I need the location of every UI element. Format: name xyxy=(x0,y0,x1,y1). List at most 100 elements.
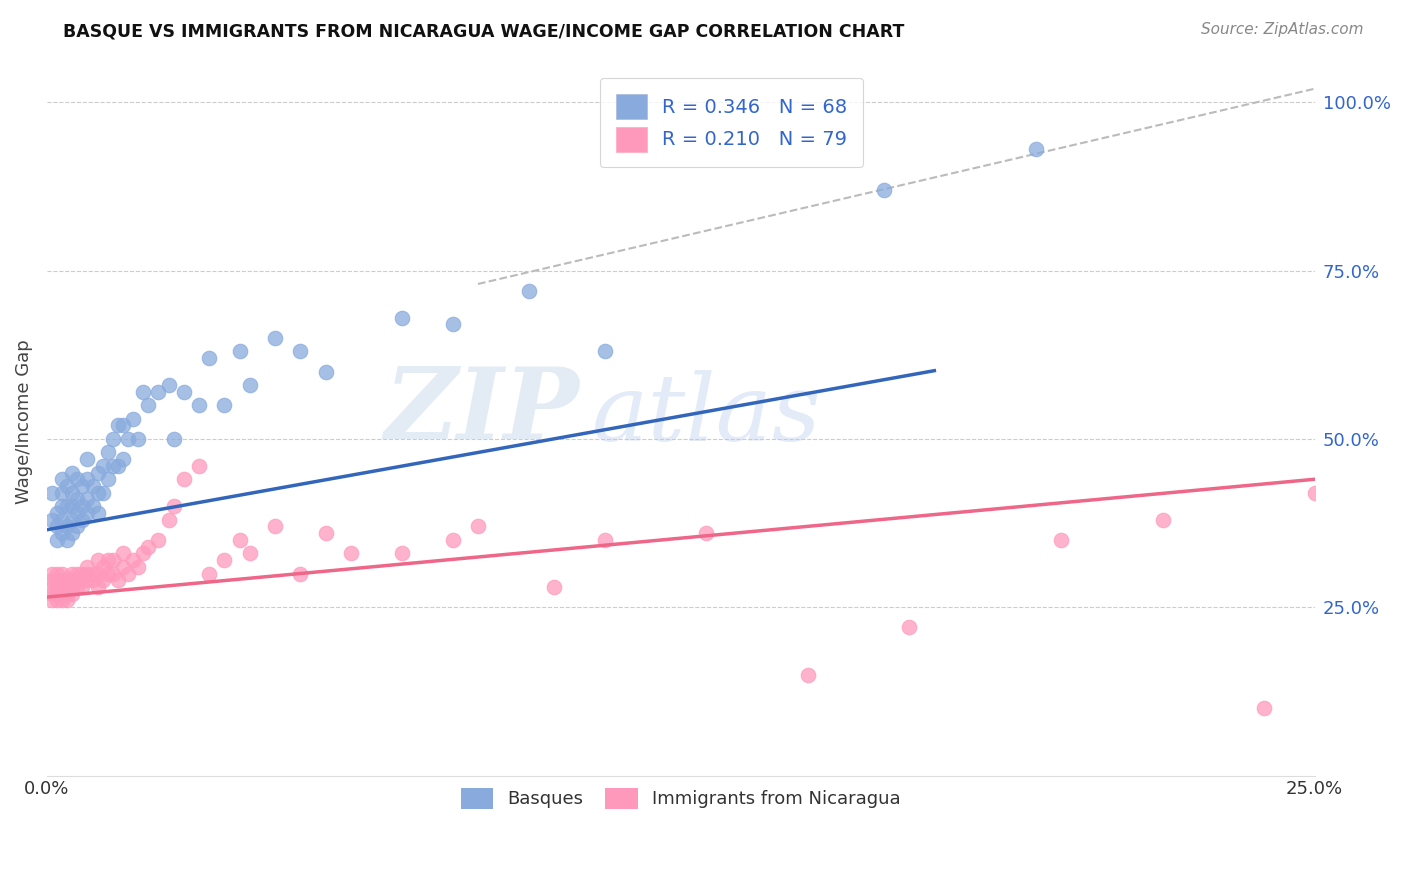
Text: BASQUE VS IMMIGRANTS FROM NICARAGUA WAGE/INCOME GAP CORRELATION CHART: BASQUE VS IMMIGRANTS FROM NICARAGUA WAGE… xyxy=(63,22,904,40)
Point xyxy=(86,580,108,594)
Point xyxy=(56,593,79,607)
Point xyxy=(46,573,69,587)
Point xyxy=(76,573,98,587)
Point xyxy=(56,533,79,547)
Point xyxy=(72,580,94,594)
Point xyxy=(66,492,89,507)
Point xyxy=(66,519,89,533)
Point xyxy=(127,432,149,446)
Point xyxy=(51,593,73,607)
Point xyxy=(593,533,616,547)
Point xyxy=(72,479,94,493)
Point xyxy=(117,566,139,581)
Point xyxy=(1253,701,1275,715)
Point xyxy=(51,472,73,486)
Point xyxy=(340,546,363,560)
Point xyxy=(76,559,98,574)
Point xyxy=(136,398,159,412)
Point xyxy=(188,458,211,473)
Point xyxy=(46,506,69,520)
Point xyxy=(101,566,124,581)
Point xyxy=(56,573,79,587)
Point xyxy=(46,580,69,594)
Point xyxy=(72,513,94,527)
Point xyxy=(796,667,818,681)
Point xyxy=(76,492,98,507)
Point xyxy=(56,479,79,493)
Point xyxy=(239,546,262,560)
Point xyxy=(46,566,69,581)
Point xyxy=(1025,142,1047,156)
Text: ZIP: ZIP xyxy=(384,363,579,459)
Point xyxy=(97,553,120,567)
Point xyxy=(41,566,63,581)
Point xyxy=(543,580,565,594)
Point xyxy=(163,432,186,446)
Point xyxy=(467,519,489,533)
Point xyxy=(66,472,89,486)
Point xyxy=(41,593,63,607)
Point xyxy=(441,533,464,547)
Point xyxy=(66,566,89,581)
Point xyxy=(157,513,180,527)
Point xyxy=(41,513,63,527)
Point xyxy=(56,573,79,587)
Point xyxy=(97,445,120,459)
Point xyxy=(101,553,124,567)
Point xyxy=(66,506,89,520)
Point xyxy=(56,580,79,594)
Point xyxy=(107,458,129,473)
Point xyxy=(91,485,114,500)
Point xyxy=(51,580,73,594)
Point xyxy=(76,452,98,467)
Point xyxy=(82,479,104,493)
Point xyxy=(107,573,129,587)
Point xyxy=(60,580,83,594)
Point xyxy=(593,344,616,359)
Point xyxy=(290,344,312,359)
Point xyxy=(66,580,89,594)
Point xyxy=(1152,513,1174,527)
Point xyxy=(46,519,69,533)
Point xyxy=(111,418,134,433)
Point xyxy=(111,546,134,560)
Point xyxy=(228,344,250,359)
Point xyxy=(60,526,83,541)
Point xyxy=(60,566,83,581)
Point xyxy=(91,458,114,473)
Point xyxy=(101,458,124,473)
Point xyxy=(86,466,108,480)
Point xyxy=(107,418,129,433)
Point xyxy=(132,384,155,399)
Y-axis label: Wage/Income Gap: Wage/Income Gap xyxy=(15,340,32,504)
Point xyxy=(72,566,94,581)
Point xyxy=(239,378,262,392)
Point xyxy=(148,384,170,399)
Point xyxy=(163,499,186,513)
Point xyxy=(91,559,114,574)
Point xyxy=(46,593,69,607)
Point xyxy=(60,466,83,480)
Point xyxy=(51,573,73,587)
Point xyxy=(86,485,108,500)
Point xyxy=(264,519,287,533)
Point xyxy=(60,485,83,500)
Point xyxy=(122,411,145,425)
Point xyxy=(60,499,83,513)
Point xyxy=(101,432,124,446)
Point xyxy=(132,546,155,560)
Point xyxy=(60,573,83,587)
Point xyxy=(56,587,79,601)
Point xyxy=(97,566,120,581)
Point xyxy=(51,526,73,541)
Point xyxy=(82,499,104,513)
Point xyxy=(136,540,159,554)
Point xyxy=(127,559,149,574)
Legend: Basques, Immigrants from Nicaragua: Basques, Immigrants from Nicaragua xyxy=(454,780,908,816)
Point xyxy=(82,573,104,587)
Point xyxy=(56,519,79,533)
Point xyxy=(86,566,108,581)
Point xyxy=(695,526,717,541)
Point xyxy=(198,566,221,581)
Text: atlas: atlas xyxy=(592,370,821,460)
